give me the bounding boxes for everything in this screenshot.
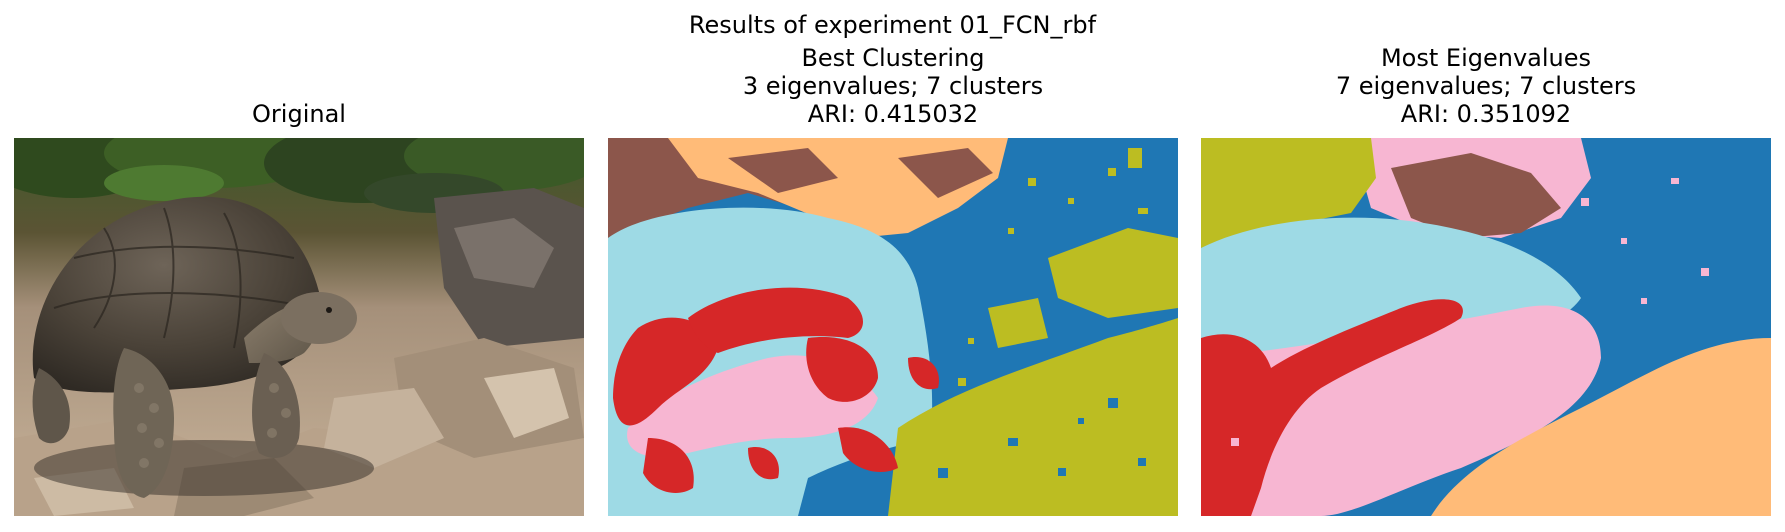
- blue-speckles: [938, 398, 1146, 478]
- shell-scutes: [53, 207, 315, 349]
- tortoise-front-leg: [113, 348, 174, 498]
- panel-title-most-eigenvalues: Most Eigenvalues 7 eigenvalues; 7 cluste…: [1201, 44, 1771, 128]
- tortoise-eye: [326, 307, 332, 313]
- red-cluster: [613, 287, 939, 493]
- red-cluster-most: [1201, 299, 1463, 516]
- tortoise-back-leg: [32, 368, 70, 444]
- tortoise-shadow: [34, 440, 374, 496]
- cluster-map-best: [608, 138, 1178, 516]
- panel-title-line: 3 eigenvalues; 7 clusters: [742, 72, 1044, 100]
- most-eigenvalues-panel: [1201, 138, 1771, 516]
- panel-title-line: ARI: 0.415032: [807, 100, 979, 128]
- original-photo-panel: [14, 138, 584, 516]
- panel-title-original: Original: [14, 100, 584, 128]
- tortoise-head: [281, 292, 357, 344]
- pink-speckles: [1231, 178, 1709, 446]
- olive-speckles: [958, 148, 1148, 386]
- panel-title-line: Most Eigenvalues: [1380, 44, 1592, 72]
- best-clustering-panel: [608, 138, 1178, 516]
- figure-suptitle: Results of experiment 01_FCN_rbf: [688, 11, 1097, 39]
- panel-title-line: 7 eigenvalues; 7 clusters: [1335, 72, 1637, 100]
- panel-title-line: ARI: 0.351092: [1400, 100, 1572, 128]
- olive-cluster: [888, 228, 1178, 516]
- leg-scales: [134, 383, 291, 468]
- panel-title-line: Original: [252, 100, 346, 128]
- tortoise-photo: [14, 138, 584, 516]
- cluster-map-most: [1201, 138, 1771, 516]
- tortoise-front-leg-right: [252, 353, 300, 458]
- panel-title-line: Best Clustering: [801, 44, 985, 72]
- panel-title-best-clustering: Best Clustering 3 eigenvalues; 7 cluster…: [608, 44, 1178, 128]
